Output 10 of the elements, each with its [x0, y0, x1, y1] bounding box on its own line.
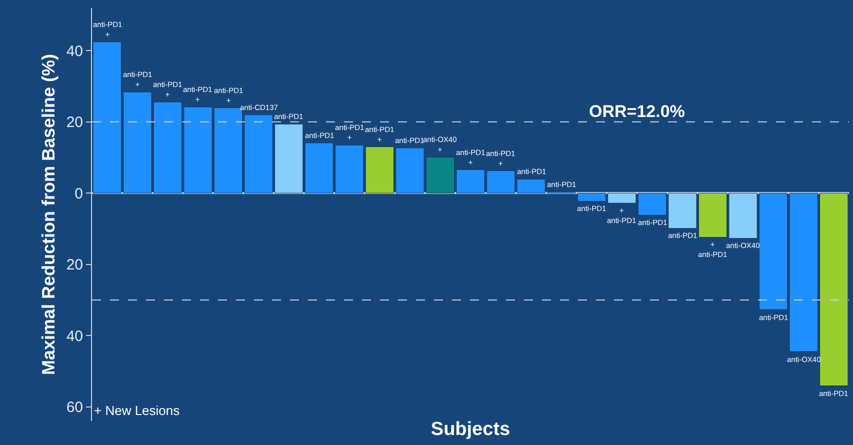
annotation: ORR=12.0% [589, 102, 685, 121]
y-tick-label: 40 [66, 42, 83, 60]
y-tick-label: 20 [66, 256, 83, 274]
y-axis-title: Maximal Reduction from Baseline (%) [38, 54, 59, 376]
annotation: + New Lesions [94, 403, 180, 418]
y-tick-label: 40 [66, 328, 83, 345]
y-tick-label: 20 [66, 114, 83, 132]
x-axis-title: Subjects [430, 418, 510, 440]
y-tick-label: 60 [66, 399, 83, 416]
y-tick-label: 0 [74, 185, 83, 202]
